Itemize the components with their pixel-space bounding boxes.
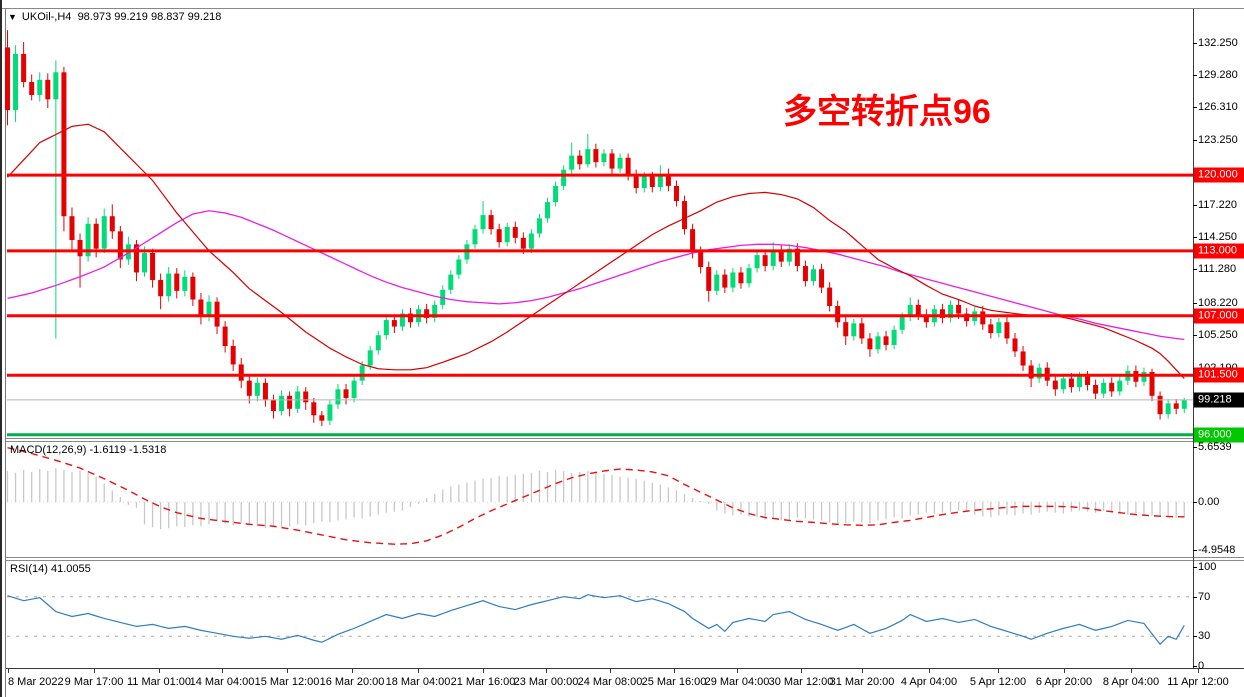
symbol-timeframe-label: UKOil-,H4 — [21, 11, 72, 23]
time-axis-label: 8 Apr 04:00 — [1102, 676, 1160, 688]
time-axis-line — [6, 668, 1244, 669]
macd-signal-line — [7, 446, 1185, 545]
pane-separator[interactable] — [6, 557, 1244, 558]
macd-label: MACD(12,26,9) -1.6119 -1.5318 — [10, 444, 166, 456]
time-axis-label: 9 Mar 17:00 — [64, 676, 124, 688]
time-axis-label: 14 Mar 04:00 — [189, 676, 255, 688]
time-axis-label: 29 Mar 04:00 — [704, 676, 770, 688]
dropdown-icon[interactable]: ▼ — [8, 12, 17, 22]
time-axis-label: 23 Mar 00:00 — [513, 676, 579, 688]
pane-separator[interactable] — [6, 441, 1244, 442]
macd-values: -1.6119 -1.5318 — [89, 444, 167, 456]
annotation-text: 多空转折点96 — [783, 93, 991, 131]
rsi-label: RSI(14) 41.0055 — [10, 563, 91, 575]
ma-red-line — [7, 123, 1185, 379]
window-top-border — [0, 8, 1244, 9]
ohlc-values: 98.973 99.219 98.837 99.218 — [77, 11, 222, 23]
time-axis-label: 21 Mar 16:00 — [450, 676, 516, 688]
macd-indicator-pane[interactable] — [0, 442, 1244, 557]
rsi-indicator-pane[interactable] — [0, 561, 1244, 668]
price-axis-line — [1193, 9, 1194, 668]
time-axis-label: 16 Mar 20:00 — [319, 676, 385, 688]
candlesticks — [5, 30, 1187, 427]
time-axis-label: 11 Apr 12:00 — [1167, 676, 1229, 688]
time-axis-label: 31 Mar 20:00 — [829, 676, 895, 688]
time-axis-label: 6 Apr 20:00 — [1035, 676, 1093, 688]
rsi-name: RSI(14) — [10, 563, 48, 575]
macd-histogram — [6, 468, 1185, 530]
time-axis-label: 8 Mar 2022 — [8, 676, 64, 688]
rsi-value: 41.0055 — [50, 563, 91, 575]
pane-separator[interactable] — [6, 560, 1244, 561]
time-axis-label: 30 Mar 12:00 — [768, 676, 834, 688]
window-left-border — [0, 0, 2, 697]
time-axis-label: 15 Mar 12:00 — [254, 676, 320, 688]
time-axis-label: 11 Mar 01:00 — [126, 676, 192, 688]
time-axis-label: 18 Mar 04:00 — [385, 676, 451, 688]
main-chart-pane[interactable] — [0, 9, 1244, 438]
chart-header: ▼ UKOil-,H4 98.973 99.219 98.837 99.218 — [8, 11, 221, 23]
time-axis-label: 24 Mar 08:00 — [577, 676, 643, 688]
time-axis-label: 25 Mar 16:00 — [641, 676, 707, 688]
ma-magenta-line — [7, 210, 1185, 341]
rsi-line — [7, 594, 1185, 646]
window-left-inner-border — [5, 8, 6, 697]
macd-name: MACD(12,26,9) — [10, 444, 87, 456]
time-axis-label: 5 Apr 12:00 — [969, 676, 1027, 688]
time-axis-label: 4 Apr 04:00 — [900, 676, 958, 688]
pane-separator[interactable] — [6, 438, 1244, 439]
